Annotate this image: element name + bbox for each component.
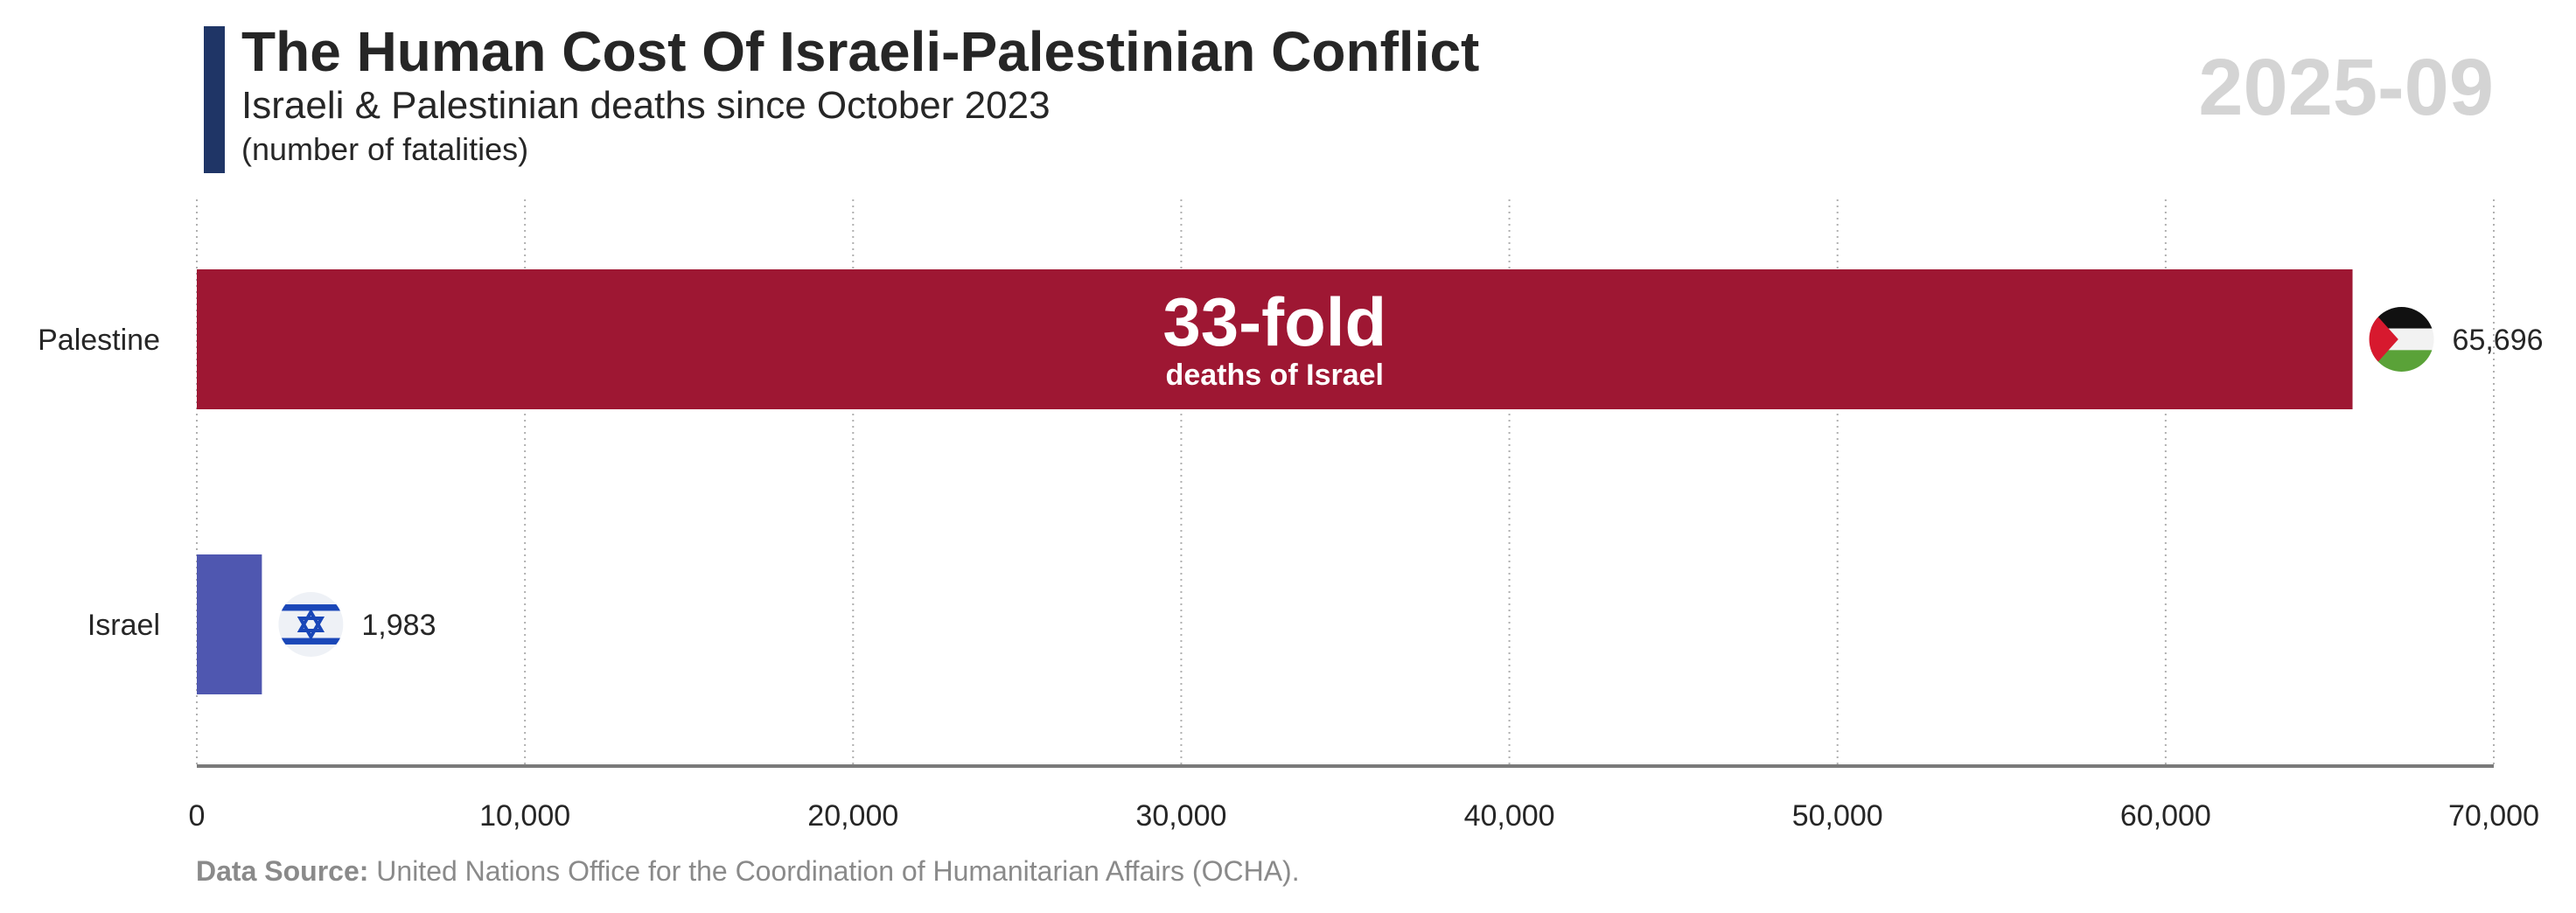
chart-subtitle: Israeli & Palestinian deaths since Octob… xyxy=(241,84,1051,127)
value-label: 1,983 xyxy=(361,609,436,642)
category-label: Palestine xyxy=(38,324,160,357)
x-tick-label: 20,000 xyxy=(807,799,898,833)
x-tick-label: 30,000 xyxy=(1135,799,1226,833)
period-label: 2025-09 xyxy=(2198,43,2494,132)
bar-palestine xyxy=(197,269,2353,409)
israel-flag-icon xyxy=(278,592,344,657)
fold-annotation: 33-fold xyxy=(1162,283,1386,360)
fold-annotation-sub: deaths of Israel xyxy=(1166,359,1384,392)
x-tick-label: 60,000 xyxy=(2120,799,2211,833)
unit-note: (number of fatalities) xyxy=(241,131,529,167)
category-label: Israel xyxy=(87,609,160,642)
x-tick-label: 0 xyxy=(189,799,206,833)
value-label: 65,696 xyxy=(2453,324,2544,357)
data-source: Data Source: United Nations Office for t… xyxy=(196,855,1300,888)
title-accent-bar xyxy=(204,26,225,173)
x-tick-label: 70,000 xyxy=(2448,799,2539,833)
chart-title: The Human Cost Of Israeli-Palestinian Co… xyxy=(241,20,1480,83)
x-tick-label: 50,000 xyxy=(1792,799,1883,833)
data-source-text: United Nations Office for the Coordinati… xyxy=(376,855,1300,887)
data-source-label: Data Source: xyxy=(196,855,369,887)
bar-israel xyxy=(197,554,262,694)
palestine-flag-icon xyxy=(2369,307,2434,372)
x-tick-label: 40,000 xyxy=(1464,799,1555,833)
x-tick-label: 10,000 xyxy=(479,799,570,833)
